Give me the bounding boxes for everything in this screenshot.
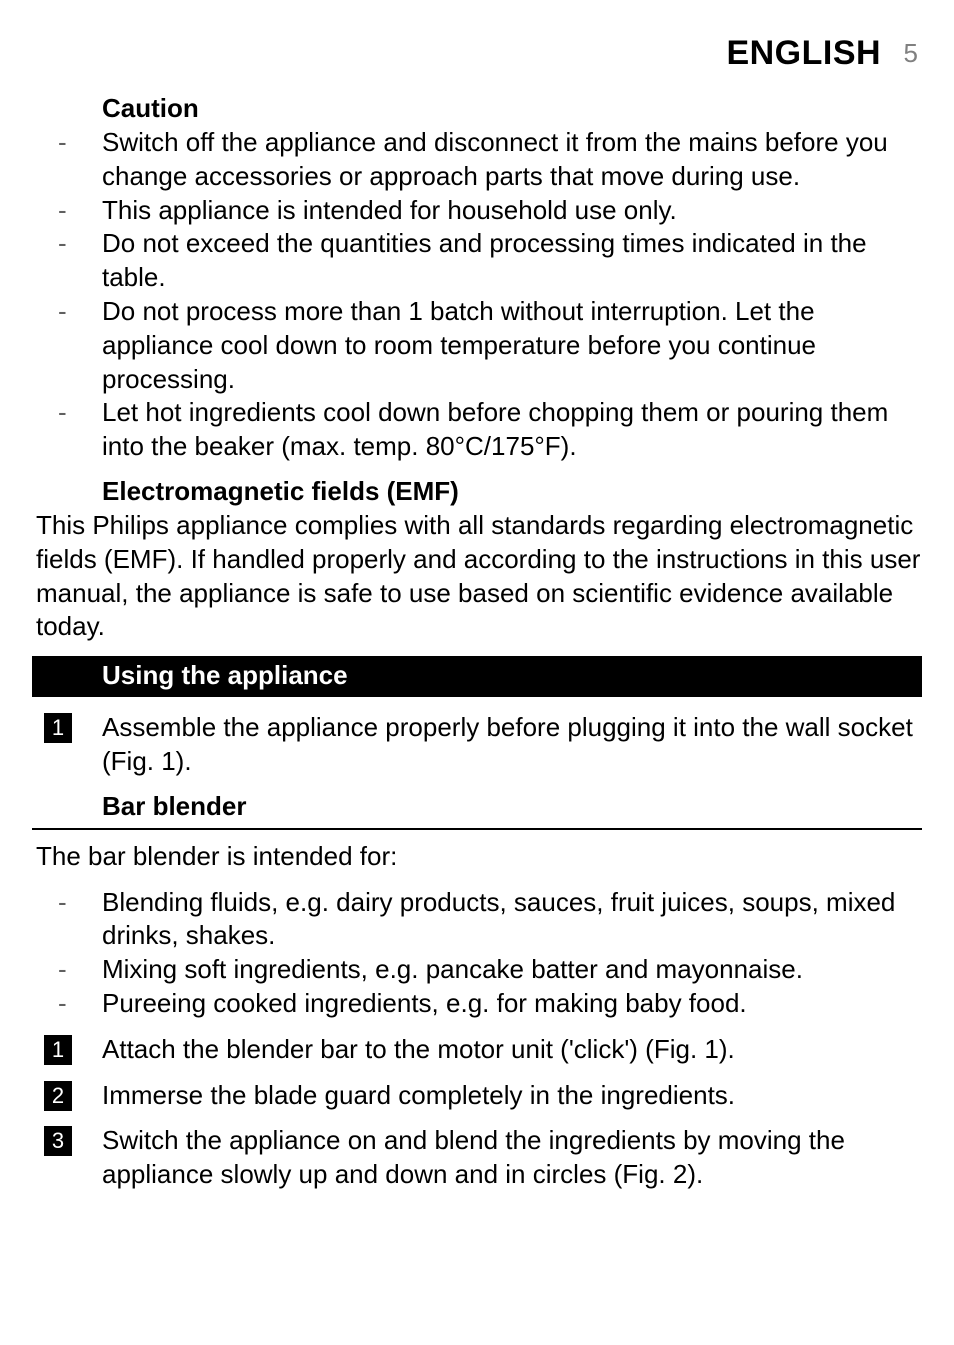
emf-heading: Electromagnetic fields (EMF) xyxy=(102,476,922,507)
caution-heading: Caution xyxy=(102,93,922,124)
list-item-text: This appliance is intended for household… xyxy=(102,194,922,228)
emf-body: This Philips appliance complies with all… xyxy=(36,509,922,644)
list-item-text: Do not process more than 1 batch without… xyxy=(102,295,922,396)
step-text: Attach the blender bar to the motor unit… xyxy=(102,1033,922,1067)
bullet-dash-icon: - xyxy=(52,886,102,954)
bar-blender-list: -Blending fluids, e.g. dairy products, s… xyxy=(52,886,922,1021)
numbered-step: 1 Assemble the appliance properly before… xyxy=(32,711,922,779)
bullet-dash-icon: - xyxy=(52,953,102,987)
list-item-text: Do not exceed the quantities and process… xyxy=(102,227,922,295)
step-text: Assemble the appliance properly before p… xyxy=(102,711,922,779)
list-item: -This appliance is intended for househol… xyxy=(52,194,922,228)
page-number: 5 xyxy=(904,38,918,68)
language-label: ENGLISH xyxy=(726,34,881,72)
list-item: -Do not exceed the quantities and proces… xyxy=(52,227,922,295)
bar-blender-heading: Bar blender xyxy=(102,791,922,822)
list-item: -Switch off the appliance and disconnect… xyxy=(52,126,922,194)
list-item-text: Pureeing cooked ingredients, e.g. for ma… xyxy=(102,987,922,1021)
list-item: -Do not process more than 1 batch withou… xyxy=(52,295,922,396)
step-text: Immerse the blade guard completely in th… xyxy=(102,1079,922,1113)
step-number-badge: 2 xyxy=(44,1081,72,1111)
list-item: -Pureeing cooked ingredients, e.g. for m… xyxy=(52,987,922,1021)
list-item-text: Let hot ingredients cool down before cho… xyxy=(102,396,922,464)
bullet-dash-icon: - xyxy=(52,227,102,295)
bullet-dash-icon: - xyxy=(52,194,102,228)
list-item: -Blending fluids, e.g. dairy products, s… xyxy=(52,886,922,954)
manual-page: ENGLISH 5 Caution -Switch off the applia… xyxy=(0,0,954,1244)
numbered-step: 3 Switch the appliance on and blend the … xyxy=(32,1124,922,1192)
bullet-dash-icon: - xyxy=(52,987,102,1021)
page-header: ENGLISH 5 xyxy=(32,34,922,73)
bar-blender-intro: The bar blender is intended for: xyxy=(36,840,922,874)
bullet-dash-icon: - xyxy=(52,295,102,396)
step-text: Switch the appliance on and blend the in… xyxy=(102,1124,922,1192)
bullet-dash-icon: - xyxy=(52,396,102,464)
bar-blender-heading-row: Bar blender xyxy=(32,791,922,830)
list-item: -Let hot ingredients cool down before ch… xyxy=(52,396,922,464)
step-number-badge: 3 xyxy=(44,1126,72,1156)
list-item-text: Mixing soft ingredients, e.g. pancake ba… xyxy=(102,953,922,987)
step-number-badge: 1 xyxy=(44,1035,72,1065)
using-appliance-bar: Using the appliance xyxy=(32,656,922,697)
step-number-badge: 1 xyxy=(44,713,72,743)
list-item: -Mixing soft ingredients, e.g. pancake b… xyxy=(52,953,922,987)
list-item-text: Blending fluids, e.g. dairy products, sa… xyxy=(102,886,922,954)
numbered-step: 2 Immerse the blade guard completely in … xyxy=(32,1079,922,1113)
list-item-text: Switch off the appliance and disconnect … xyxy=(102,126,922,194)
numbered-step: 1 Attach the blender bar to the motor un… xyxy=(32,1033,922,1067)
caution-list: -Switch off the appliance and disconnect… xyxy=(52,126,922,464)
bullet-dash-icon: - xyxy=(52,126,102,194)
